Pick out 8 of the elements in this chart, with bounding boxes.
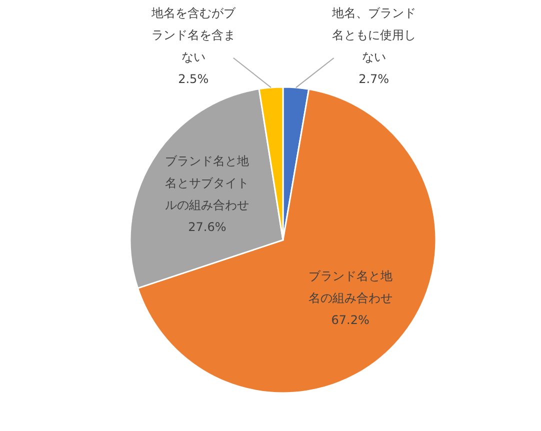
slice-label: ブランド名と地名とサブタイトルの組み合わせ: [165, 154, 250, 212]
slice-label: 地名、ブランド名ともに使用しない: [330, 6, 416, 64]
data-label: 2.7%: [358, 72, 390, 86]
data-label: 67.2%: [331, 312, 370, 327]
data-label: 2.5%: [178, 72, 209, 86]
data-label: 27.6%: [188, 220, 226, 234]
slice-label: 地名を含むがブランド名を含まない: [150, 6, 236, 64]
slice-label: ブランド名と地名の組み合わせ: [308, 268, 392, 305]
